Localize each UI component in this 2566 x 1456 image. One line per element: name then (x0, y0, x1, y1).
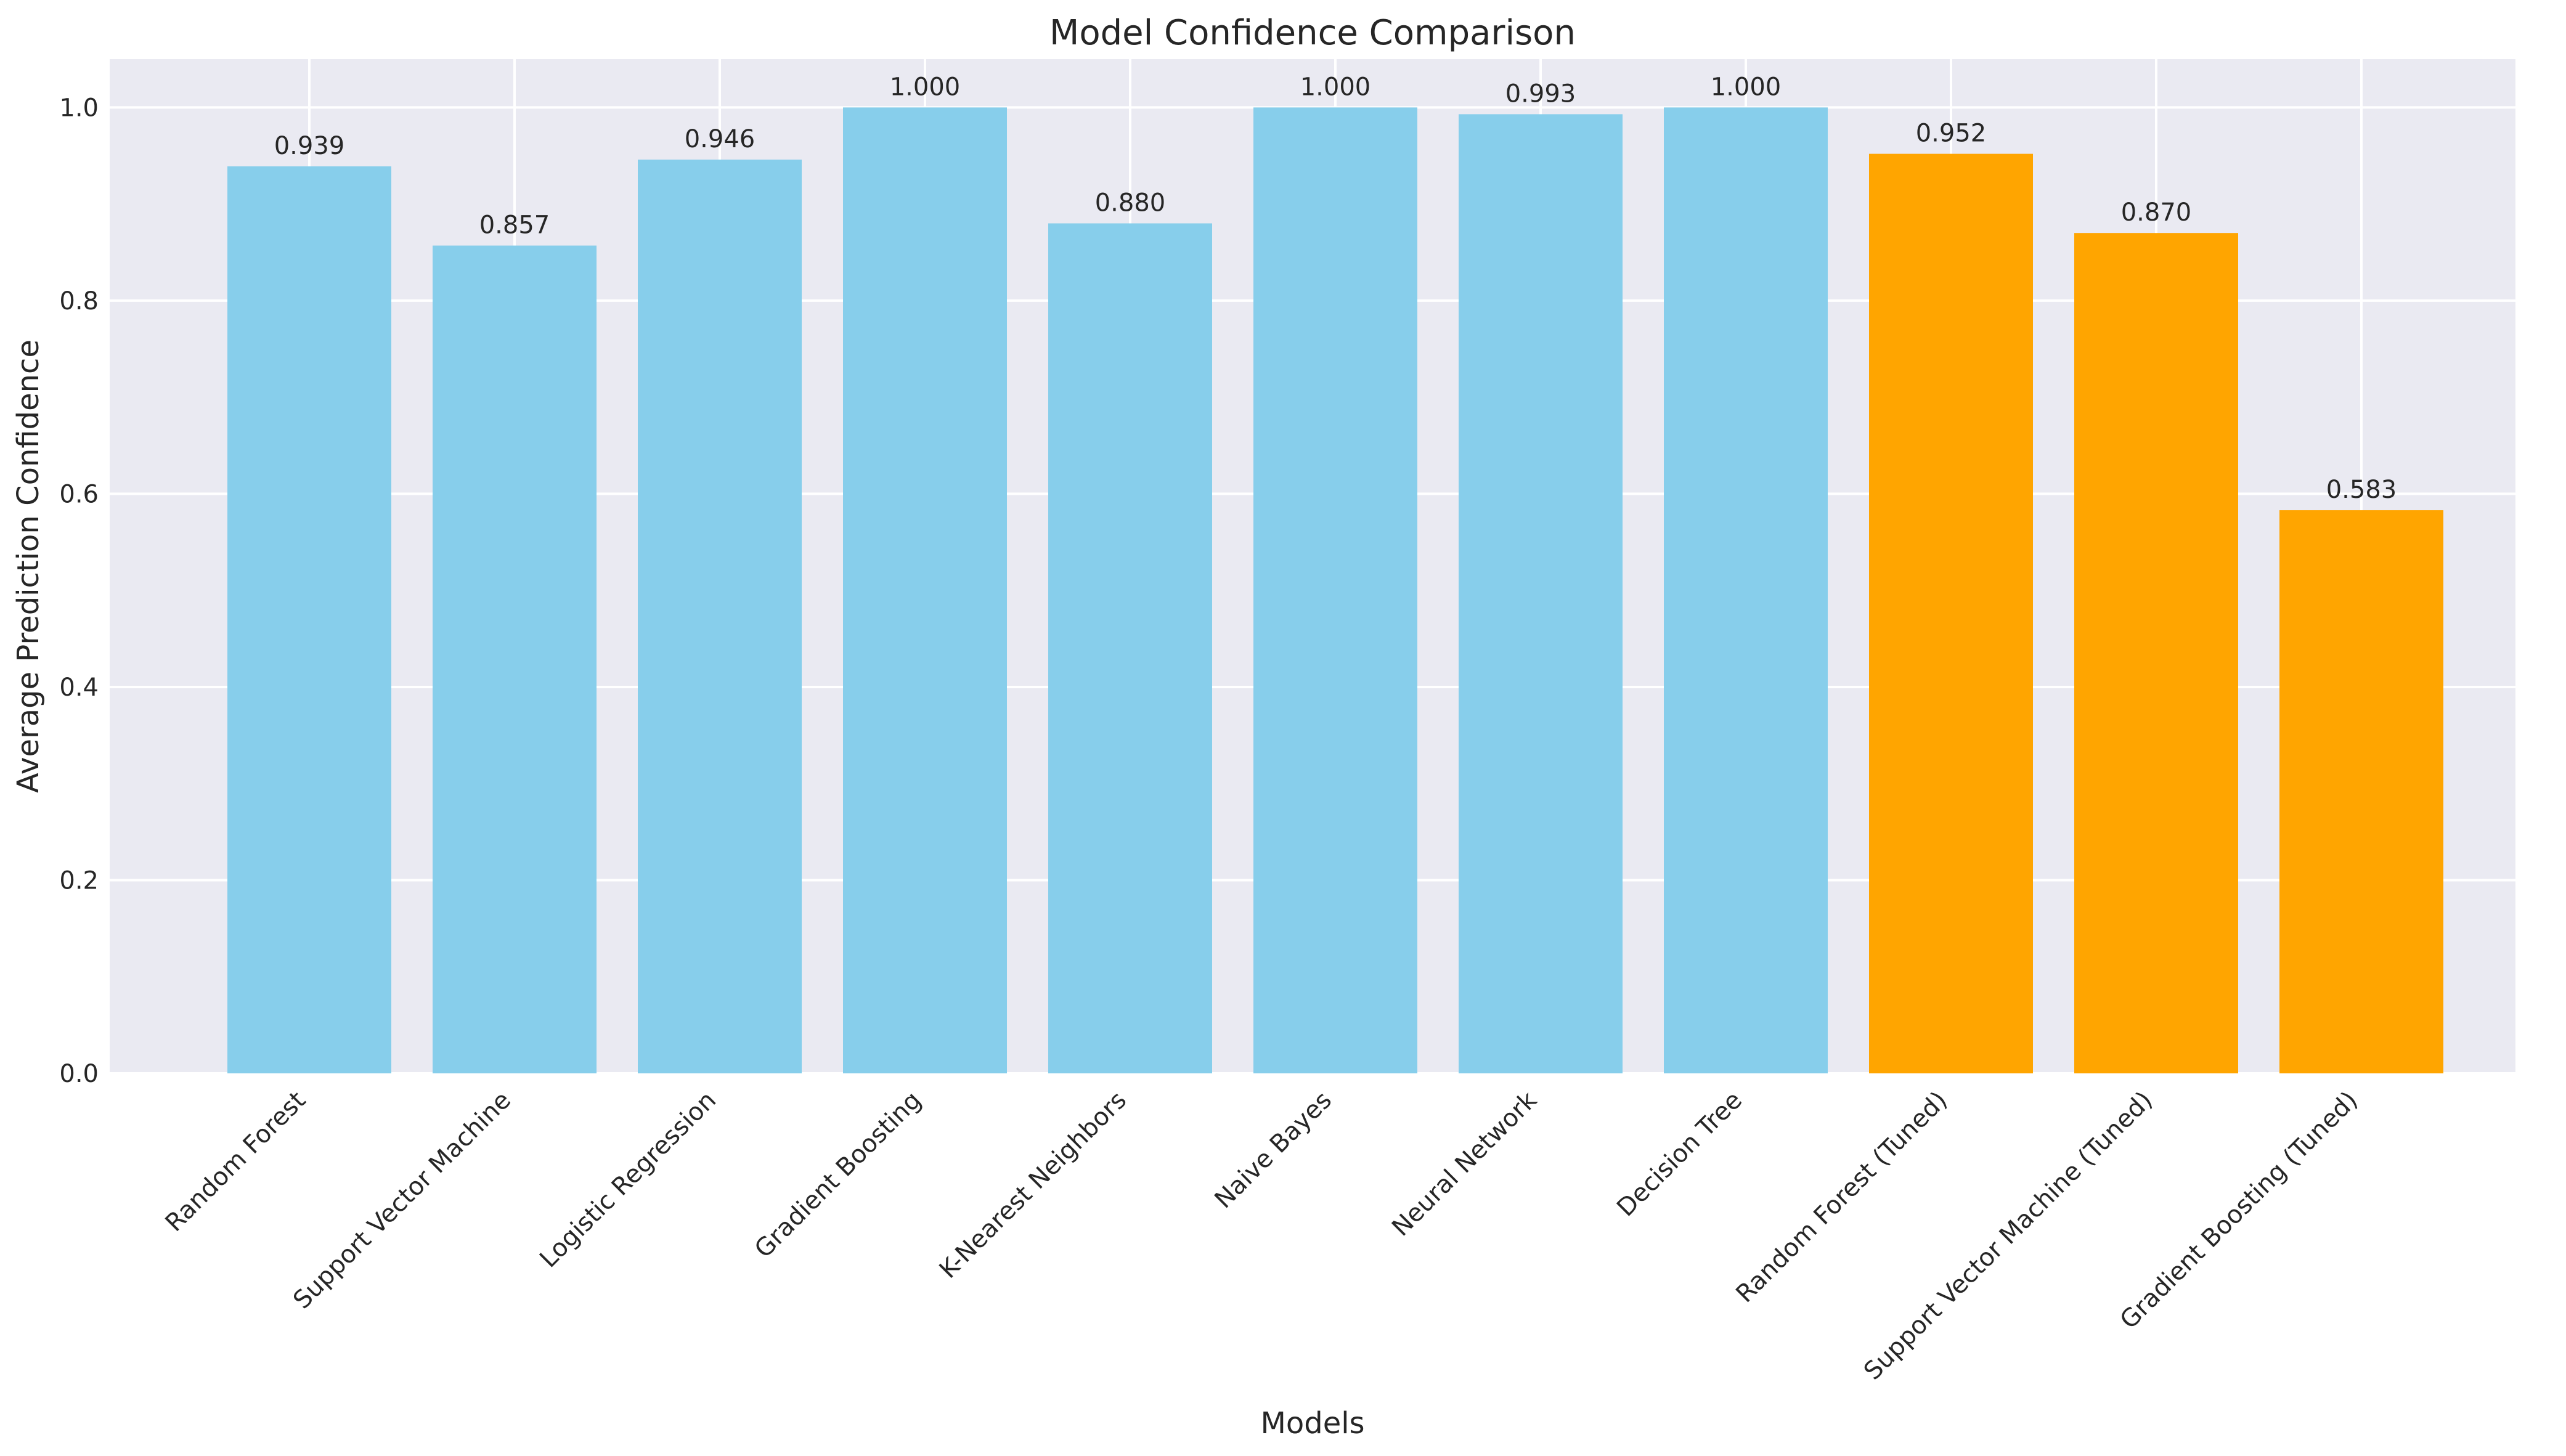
x-tick-label: Naive Bayes (1209, 1086, 1337, 1214)
x-tick-label: Random Forest (Tuned) (1730, 1086, 1953, 1309)
y-tick-label: 0.6 (59, 480, 99, 508)
y-tick-label: 0.4 (59, 673, 99, 702)
bar (433, 245, 597, 1073)
y-axis-ticks: 0.0 0.2 0.4 0.6 0.8 1.0 (59, 94, 99, 1088)
bar-value-label: 0.952 (1916, 120, 1987, 148)
y-axis-label: Average Prediction Confidence (11, 340, 46, 793)
bar (2279, 510, 2443, 1073)
bar (1869, 153, 2033, 1073)
bar (1459, 114, 1623, 1074)
bar-value-label: 0.946 (685, 125, 756, 153)
bar-value-label: 0.583 (2326, 476, 2397, 504)
x-tick-label: Logistic Regression (534, 1086, 722, 1274)
bar (2074, 233, 2238, 1074)
bar-value-label: 0.939 (274, 132, 345, 160)
x-tick-label: Gradient Boosting (Tuned) (2115, 1086, 2363, 1335)
bar-value-label: 1.000 (1711, 73, 1782, 101)
bars (227, 107, 2443, 1074)
bar (1253, 107, 1417, 1073)
x-axis-label: Models (1260, 1406, 1364, 1441)
x-tick-label: Support Vector Machine (288, 1086, 516, 1315)
bar (638, 160, 802, 1074)
bar-value-label: 0.870 (2121, 198, 2192, 227)
x-tick-label: K-Nearest Neighbors (934, 1086, 1132, 1284)
y-tick-label: 0.0 (59, 1060, 99, 1088)
x-tick-label: Gradient Boosting (749, 1086, 927, 1264)
bar (1664, 107, 1828, 1073)
bar-value-label: 1.000 (890, 73, 961, 101)
value-labels: 0.939 0.857 0.946 1.000 0.880 1.000 0.993 1.000… (274, 73, 2397, 504)
x-tick-label: Neural Network (1387, 1086, 1543, 1242)
bar (227, 166, 391, 1073)
x-tick-label: Decision Tree (1611, 1086, 1748, 1222)
bar-value-label: 0.993 (1505, 79, 1576, 108)
bar-value-label: 1.000 (1300, 73, 1371, 101)
y-tick-label: 1.0 (59, 94, 99, 122)
bar-value-label: 0.857 (479, 211, 550, 240)
bar (1048, 223, 1212, 1073)
bar-value-label: 0.880 (1095, 189, 1166, 217)
chart-title: Model Confidence Comparison (1049, 13, 1576, 53)
y-tick-label: 0.8 (59, 287, 99, 315)
x-tick-label: Random Forest (160, 1086, 311, 1237)
bar (843, 107, 1007, 1073)
y-tick-label: 0.2 (59, 866, 99, 895)
